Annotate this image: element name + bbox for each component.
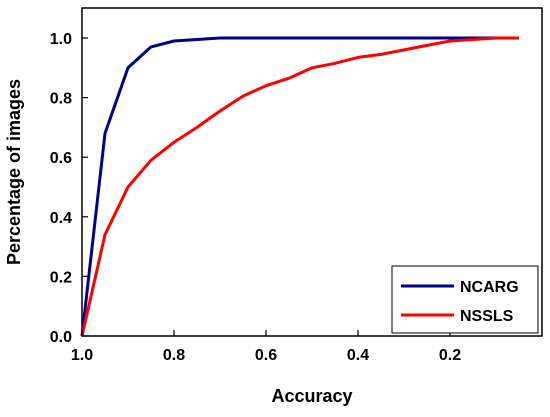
series-layer — [80, 36, 519, 337]
x-axis-title: Accuracy — [271, 386, 352, 406]
x-tick-label: 0.6 — [255, 347, 277, 364]
x-tick-label: 1.0 — [71, 347, 93, 364]
x-tick-label: 0.4 — [347, 347, 369, 364]
legend-box — [391, 265, 539, 334]
y-tick-label: 0.2 — [50, 269, 72, 286]
legend-label-ncarg: NCARG — [460, 279, 519, 296]
y-tick-label: 0.8 — [50, 91, 72, 108]
y-tick-label: 0.4 — [50, 210, 72, 227]
series-line-ncarg — [80, 36, 519, 337]
legend: NCARG NSSLS — [391, 265, 539, 334]
y-tick-label: 0.6 — [50, 150, 72, 167]
x-tick-label: 0.2 — [439, 347, 461, 364]
tick-layer: 1.0 0.8 0.6 0.4 0.2 0.0 0.2 0.4 0.6 0.8 1.0 — [50, 31, 461, 364]
y-tick-label: 0.0 — [50, 329, 72, 346]
legend-label-nssls: NSSLS — [460, 308, 514, 325]
series-line-nssls — [80, 36, 519, 337]
y-axis-title: Percentage of images — [4, 79, 24, 265]
y-tick-label: 1.0 — [50, 31, 72, 48]
x-tick-label: 0.8 — [163, 347, 185, 364]
